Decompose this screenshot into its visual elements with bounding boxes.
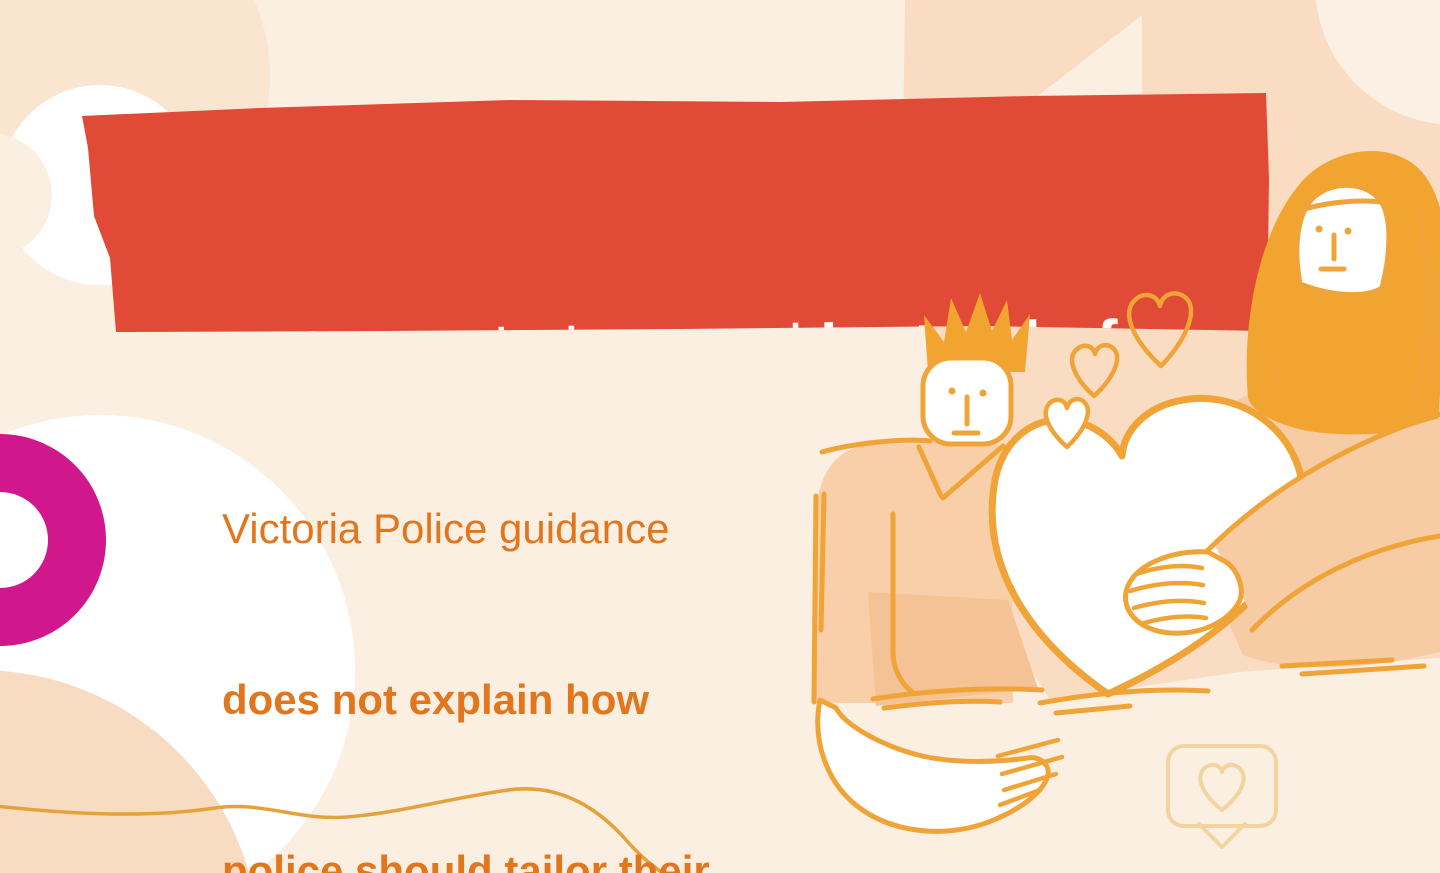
- copy-line-2: does not explain how: [222, 671, 862, 728]
- copy-l3: police should tailor their: [222, 847, 710, 873]
- crown-person-leg: [868, 592, 1038, 706]
- hand-icon: [1123, 549, 1244, 636]
- copy-l1: Victoria Police guidance: [222, 505, 670, 552]
- crown-person-features: [948, 387, 987, 436]
- like-bubble-icon: [1166, 744, 1278, 849]
- backdrop-cream-wedge: [1035, 15, 1142, 98]
- headline-banner: IVOs are being used instead of supports …: [82, 93, 1269, 332]
- small-hearts: [1043, 291, 1194, 450]
- outline-heart-icon: [1127, 291, 1194, 369]
- hugging-arm: [1123, 411, 1440, 636]
- corner-cream-circle: [1315, 0, 1440, 125]
- heart-sleeve-ticks: [1037, 359, 1282, 716]
- body-copy: Victoria Police guidance does not explai…: [222, 386, 862, 873]
- toe-lines: [995, 737, 1065, 808]
- copy-l2: does not explain how: [222, 676, 650, 723]
- medium-heart-icon: [1069, 342, 1120, 399]
- wavy-line: [0, 787, 666, 873]
- crown-hair-icon: [924, 293, 1030, 372]
- finger-lines: [1127, 563, 1209, 626]
- person-with-crown: [811, 293, 1065, 834]
- small-heart-icon: [1043, 396, 1091, 450]
- copy-line-1: Victoria Police guidance: [222, 500, 862, 557]
- bubble-heart-icon: [1198, 763, 1246, 812]
- copy-line-3: police should tailor their: [222, 842, 862, 873]
